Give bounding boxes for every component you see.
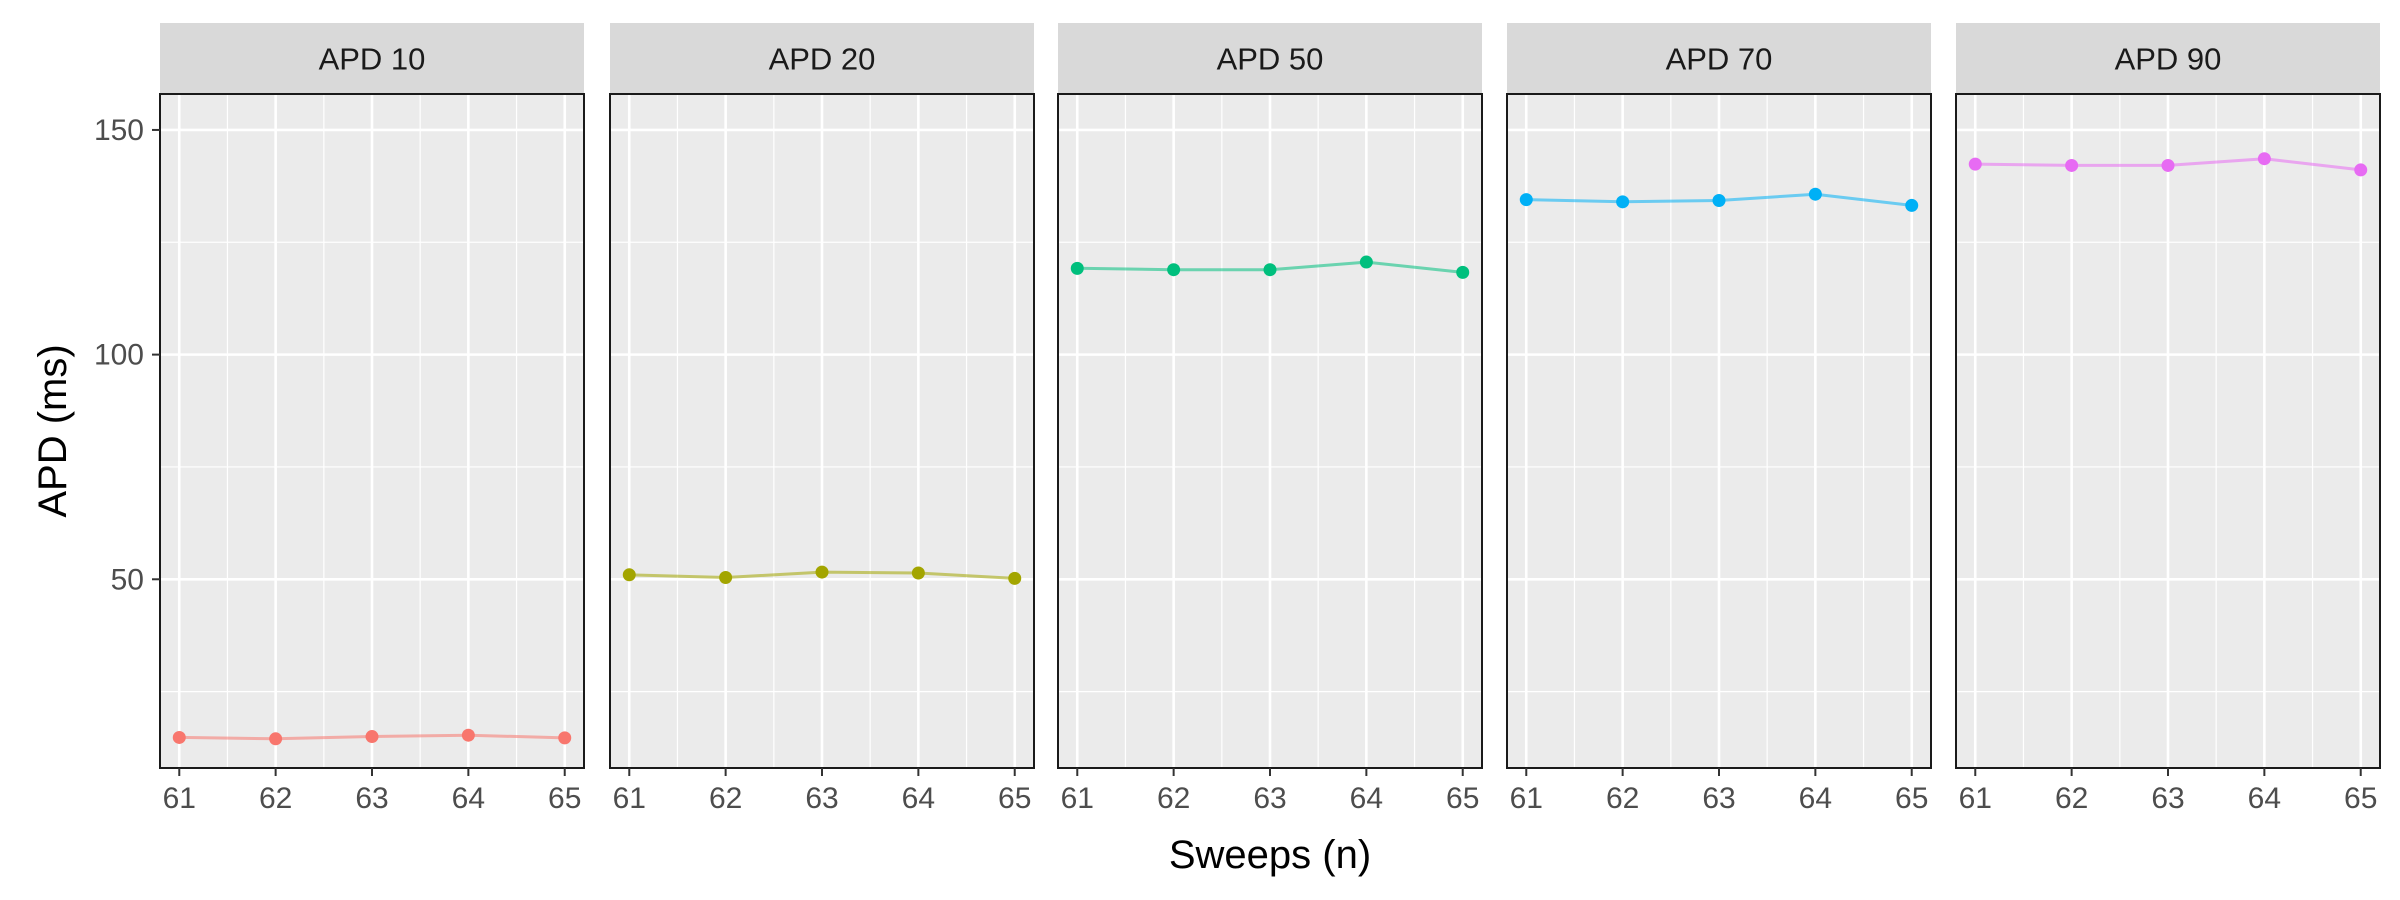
x-tick-label: 65 (548, 782, 581, 815)
facet-strip-label: APD 10 (319, 42, 426, 77)
facet-strip-label: APD 50 (1217, 42, 1324, 77)
facet-strip (1507, 23, 1931, 94)
y-axis: 50 100 150 (94, 114, 160, 596)
x-tick-label: 65 (998, 782, 1031, 815)
data-point (622, 568, 636, 582)
data-point (1359, 255, 1373, 269)
data-point (1008, 571, 1022, 585)
data-point (172, 730, 186, 744)
data-point (1263, 263, 1277, 277)
x-axis-title: Sweeps (n) (1169, 833, 1371, 877)
x-tick-label: 61 (613, 782, 646, 815)
x-tick-label: 61 (1959, 782, 1992, 815)
x-tick-label: 62 (2055, 782, 2088, 815)
x-tick-label: 65 (1446, 782, 1479, 815)
data-point (558, 731, 572, 745)
data-point (2161, 158, 2175, 172)
data-point (1456, 265, 1470, 279)
data-point (2065, 158, 2079, 172)
y-axis-title: APD (ms) (31, 344, 75, 517)
facet-panel: APD 20 61 62 63 64 65 (609, 23, 1035, 815)
y-tick-label: 150 (94, 114, 144, 147)
data-point (1808, 187, 1822, 201)
facet-panel: APD 50 61 62 63 64 65 (1057, 23, 1483, 815)
data-point (1616, 195, 1630, 209)
data-point (365, 730, 379, 744)
x-tick-label: 65 (1895, 782, 1928, 815)
data-point (1167, 263, 1181, 277)
data-point (461, 728, 475, 742)
data-point (911, 566, 925, 580)
x-tick-label: 63 (355, 782, 388, 815)
x-tick-label: 63 (2151, 782, 2184, 815)
data-point (1070, 261, 1084, 275)
facet-panel: APD 90 61 62 63 64 65 (1955, 23, 2381, 815)
facet-strip (610, 23, 1034, 94)
x-tick-label: 61 (1510, 782, 1543, 815)
x-tick-label: 63 (1702, 782, 1735, 815)
x-tick-label: 64 (1350, 782, 1383, 815)
x-tick-label: 62 (259, 782, 292, 815)
data-point (1519, 193, 1533, 207)
y-tick-label: 50 (111, 563, 144, 596)
x-tick-label: 64 (902, 782, 935, 815)
x-tick-label: 64 (452, 782, 485, 815)
data-point (1712, 193, 1726, 207)
x-tick-label: 61 (163, 782, 196, 815)
x-tick-label: 64 (2248, 782, 2281, 815)
facet-strip (1956, 23, 2380, 94)
facet-strip-label: APD 70 (1666, 42, 1773, 77)
data-point (269, 732, 283, 746)
x-tick-label: 65 (2344, 782, 2377, 815)
facet-strip-label: APD 20 (769, 42, 876, 77)
facet-panels: APD 10 61 62 63 64 65 APD 20 61 62 63 64 65 APD 50 61… (159, 23, 2381, 815)
data-point (2354, 163, 2368, 177)
facet-strip (160, 23, 584, 94)
facet-strip-label: APD 90 (2115, 42, 2222, 77)
x-tick-label: 62 (1606, 782, 1639, 815)
facet-panel: APD 70 61 62 63 64 65 (1506, 23, 1932, 815)
x-tick-label: 63 (805, 782, 838, 815)
x-tick-label: 64 (1799, 782, 1832, 815)
x-tick-label: 61 (1061, 782, 1094, 815)
data-point (815, 565, 829, 579)
data-point (2257, 152, 2271, 166)
data-point (719, 570, 733, 584)
x-tick-label: 63 (1253, 782, 1286, 815)
x-tick-label: 62 (1157, 782, 1190, 815)
data-point (1968, 157, 1982, 171)
facet-panel: APD 10 61 62 63 64 65 (159, 23, 585, 815)
data-point (1905, 198, 1919, 212)
y-tick-label: 100 (94, 339, 144, 372)
x-tick-label: 62 (709, 782, 742, 815)
facet-strip (1058, 23, 1482, 94)
